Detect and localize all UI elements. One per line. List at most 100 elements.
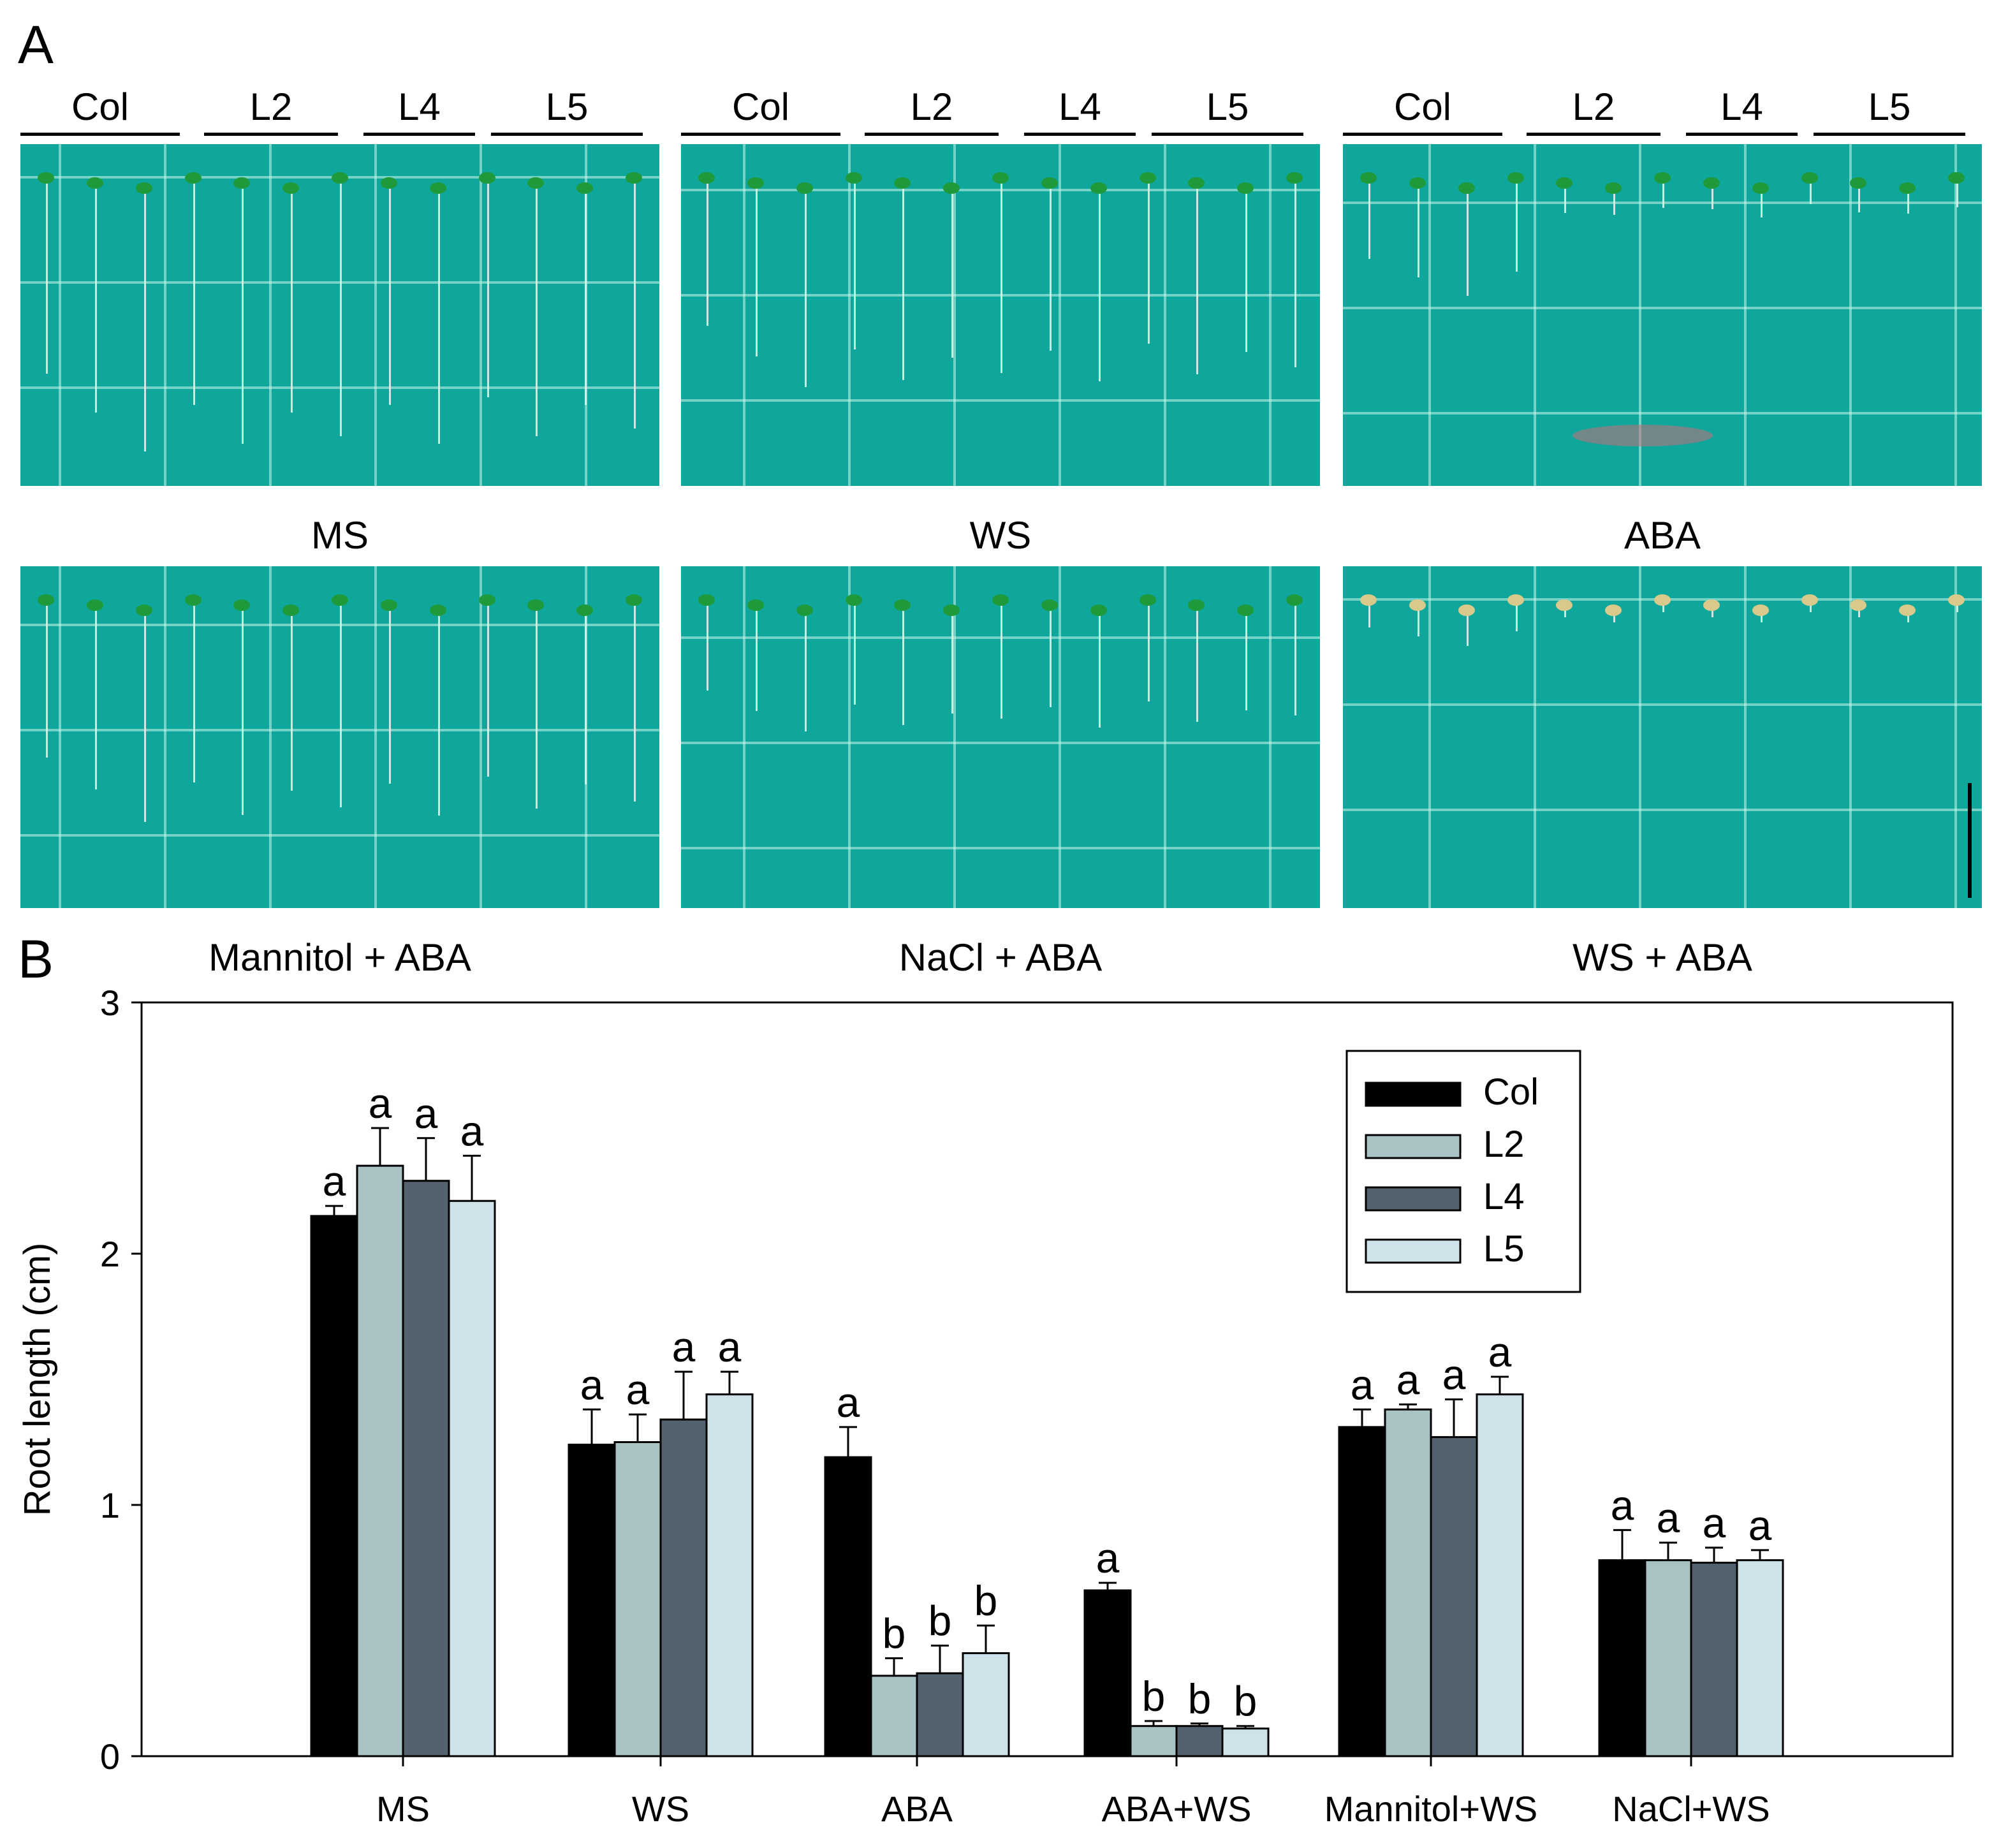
seedling-root — [1760, 615, 1763, 622]
significance-letter: a — [1703, 1499, 1726, 1546]
group-label: Col — [1393, 85, 1452, 128]
bar-l4 — [402, 1180, 450, 1757]
seedling-root — [143, 615, 146, 822]
seedling-root — [193, 182, 195, 405]
grid-line — [1849, 144, 1852, 486]
grid-line — [1428, 144, 1431, 486]
significance-letter: a — [1748, 1502, 1772, 1549]
bar-l5 — [705, 1393, 754, 1757]
panel-a-letter: A — [18, 15, 54, 75]
seedling-root — [707, 605, 708, 691]
seedling-root — [388, 610, 391, 784]
seedling-leaf — [429, 605, 446, 616]
seedling-root — [437, 193, 440, 444]
seedling-leaf — [1458, 605, 1475, 616]
seedling-leaf — [233, 177, 251, 189]
seedling-leaf — [1090, 605, 1107, 616]
group-line — [363, 133, 475, 136]
seedling-leaf — [1850, 599, 1867, 611]
seedling-root — [143, 193, 146, 451]
significance-letter: b — [1142, 1673, 1166, 1720]
seedling-leaf — [1703, 599, 1720, 611]
seedling-root — [1809, 605, 1812, 612]
group-label: L2 — [249, 85, 293, 128]
seedling-root — [1809, 182, 1812, 204]
grid-line — [1059, 144, 1061, 486]
seedling-leaf — [135, 182, 152, 194]
seedling-leaf — [894, 177, 911, 189]
grid-line — [59, 144, 61, 486]
group-label: Col — [71, 85, 129, 128]
seedling-leaf — [1654, 172, 1671, 184]
seedling-leaf — [527, 177, 545, 189]
significance-letter: b — [928, 1597, 952, 1645]
seedling-leaf — [1041, 177, 1058, 189]
seedling-root — [46, 605, 48, 758]
bar-l2 — [613, 1441, 662, 1757]
seedling-root — [340, 182, 342, 436]
seedling-root — [707, 182, 708, 326]
seedling-leaf — [38, 594, 54, 606]
grid-line — [848, 566, 851, 908]
treatment-label: MS — [311, 514, 369, 557]
seedling-root — [951, 615, 954, 714]
seedling-leaf — [1360, 172, 1377, 184]
bar-l4 — [1690, 1562, 1738, 1757]
bar-l4 — [1430, 1436, 1478, 1757]
scale-bar — [1968, 783, 1972, 898]
significance-letter: a — [1611, 1481, 1634, 1529]
grid-line — [1534, 144, 1536, 486]
bar-l2 — [870, 1675, 918, 1757]
seedling-leaf — [992, 594, 1009, 606]
seedling-root — [755, 610, 758, 711]
seedling-leaf — [698, 172, 715, 184]
seedling-leaf — [282, 182, 300, 194]
seedling-leaf — [380, 599, 397, 611]
plate-photo — [681, 144, 1320, 486]
seedling-leaf — [1507, 172, 1524, 184]
grid-line — [59, 566, 61, 908]
treatment-label: Mannitol + ABA — [209, 936, 471, 979]
seedling-root — [902, 610, 905, 725]
seedling-leaf — [332, 594, 348, 606]
seedling-root — [1711, 187, 1713, 210]
seedling-root — [291, 193, 293, 413]
seedling-root — [1245, 193, 1248, 352]
grid-line — [1059, 566, 1061, 908]
seedling-leaf — [626, 172, 642, 184]
seedling-root — [755, 187, 758, 356]
significance-letter: a — [580, 1361, 604, 1408]
seedling-root — [1515, 605, 1518, 631]
x-tick-label: WS — [632, 1789, 689, 1829]
grid-line — [1164, 144, 1166, 486]
seedling-root — [1711, 610, 1713, 617]
legend-swatch — [1365, 1082, 1462, 1107]
seedling-leaf — [747, 177, 764, 189]
grid-line — [1428, 566, 1431, 908]
grid-line — [681, 399, 1320, 402]
seedling-leaf — [1948, 172, 1965, 184]
seedling-root — [1245, 615, 1248, 710]
significance-letter: a — [460, 1107, 484, 1154]
seedling-root — [1147, 182, 1150, 344]
bar-col — [310, 1215, 358, 1757]
seedling-root — [1662, 605, 1664, 612]
y-tick-label: 2 — [100, 1234, 120, 1274]
group-line — [204, 133, 338, 136]
seedling-leaf — [1286, 172, 1303, 184]
significance-letter: a — [1442, 1351, 1466, 1398]
group-line — [1343, 133, 1502, 136]
y-tick-label: 0 — [100, 1736, 120, 1777]
seedling-leaf — [1409, 177, 1426, 189]
plot-frame — [140, 1001, 1954, 1757]
group-line — [1686, 133, 1798, 136]
plate-photo — [681, 566, 1320, 908]
seedling-root — [1147, 605, 1150, 701]
grid-line — [743, 566, 745, 908]
seedling-root — [291, 615, 293, 791]
grid-line — [1639, 144, 1641, 486]
seedling-root — [1515, 182, 1518, 272]
significance-letter: a — [414, 1090, 438, 1137]
seedling-root — [46, 182, 48, 374]
seedling-root — [1049, 610, 1052, 708]
